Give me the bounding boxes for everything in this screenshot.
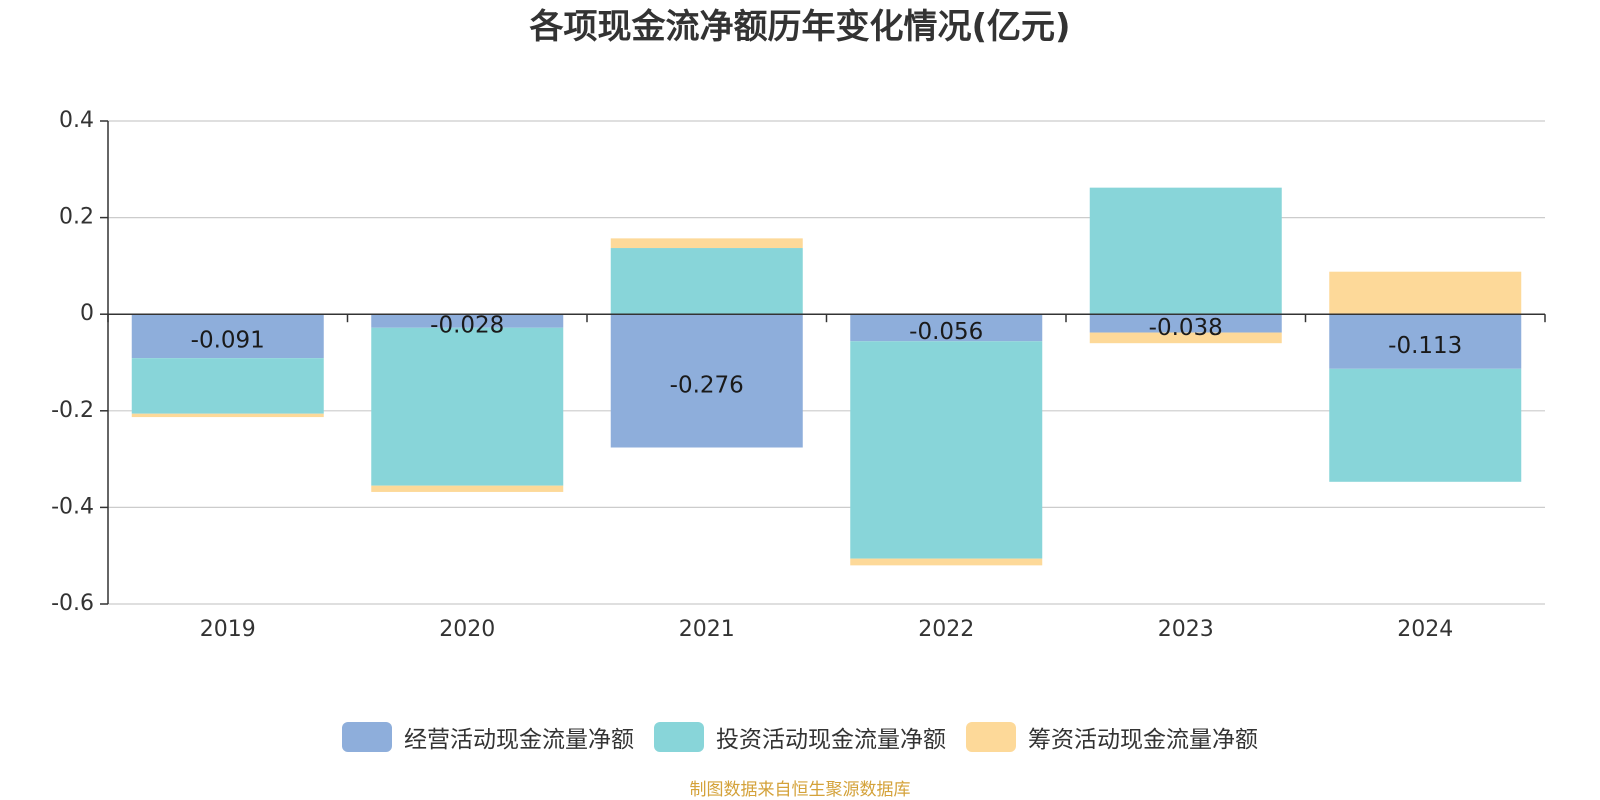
chart-title: 各项现金流净额历年变化情况(亿元) <box>529 7 1071 47</box>
data-labels: -0.091 -0.028 -0.276 -0.056 -0.038 -0.113 <box>191 312 1463 398</box>
bar-series-1-2019 <box>131 358 324 414</box>
legend-label-financing: 筹资活动现金流量净额 <box>1028 727 1258 753</box>
legend-swatch-investing <box>654 722 704 752</box>
bars <box>131 187 1522 566</box>
y-tick-label: -0.4 <box>51 494 94 519</box>
bar-series-0-2021 <box>610 314 803 448</box>
y-tick-label: -0.6 <box>51 591 94 616</box>
x-tick-label: 2020 <box>439 617 495 642</box>
bar-series-0-2022 <box>850 314 1043 342</box>
data-label: -0.113 <box>1388 333 1462 359</box>
data-label: -0.028 <box>430 312 504 338</box>
axes: 0.4 0.2 0 -0.2 -0.4 -0.6 2019 2020 2021 2022 2023 2… <box>51 108 1546 642</box>
x-tick-label: 2024 <box>1397 617 1453 642</box>
x-tick-label: 2019 <box>200 617 256 642</box>
legend: 经营活动现金流量净额 投资活动现金流量净额 筹资活动现金流量净额 <box>0 720 1600 754</box>
y-tick-label: -0.2 <box>51 398 94 423</box>
x-tick-label: 2021 <box>679 617 735 642</box>
bar-series-2-2024 <box>1329 271 1522 315</box>
bar-series-0-2023 <box>1089 314 1282 333</box>
bar-series-1-2023 <box>1089 187 1282 315</box>
y-tick-label: 0.2 <box>59 205 94 230</box>
bar-series-2-2023 <box>1089 332 1282 344</box>
legend-swatch-operating <box>342 722 392 752</box>
data-label: -0.056 <box>909 319 983 345</box>
chart-plot: 0.4 0.2 0 -0.2 -0.4 -0.6 2019 2020 2021 2022 2023 2… <box>51 108 1546 642</box>
legend-item-operating[interactable]: 经营活动现金流量净额 <box>342 720 634 754</box>
y-tick-label: 0 <box>80 301 94 326</box>
bar-series-2-2021 <box>610 238 803 249</box>
bar-series-1-2022 <box>850 341 1043 559</box>
bar-series-1-2024 <box>1329 368 1522 482</box>
source-note: 制图数据来自恒生聚源数据库 <box>689 780 911 800</box>
bar-series-1-2021 <box>610 248 803 315</box>
data-label: -0.091 <box>191 328 265 354</box>
bar-series-2-2019 <box>131 413 324 418</box>
bar-series-1-2020 <box>371 327 564 486</box>
bar-series-0-2024 <box>1329 314 1522 369</box>
legend-item-financing[interactable]: 筹资活动现金流量净额 <box>966 720 1258 754</box>
legend-label-operating: 经营活动现金流量净额 <box>404 727 634 753</box>
x-tick-label: 2023 <box>1158 617 1214 642</box>
bar-series-0-2020 <box>371 314 564 328</box>
data-label: -0.276 <box>670 372 744 398</box>
bar-series-0-2019 <box>131 314 324 359</box>
data-label: -0.038 <box>1149 315 1223 341</box>
legend-swatch-financing <box>966 722 1016 752</box>
bar-series-2-2020 <box>371 485 564 492</box>
y-tick-label: 0.4 <box>59 108 94 133</box>
x-tick-label: 2022 <box>918 617 974 642</box>
bar-series-2-2022 <box>850 558 1043 566</box>
legend-label-investing: 投资活动现金流量净额 <box>716 727 946 753</box>
gridlines <box>108 120 1545 605</box>
legend-item-investing[interactable]: 投资活动现金流量净额 <box>654 720 946 754</box>
